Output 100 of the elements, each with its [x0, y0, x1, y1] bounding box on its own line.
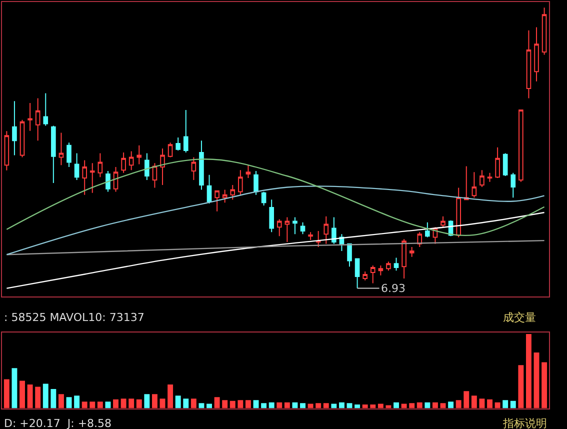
candlestick [402, 238, 406, 279]
bar [175, 396, 181, 408]
bar [90, 402, 96, 408]
candlestick [518, 110, 524, 182]
candlestick [222, 189, 228, 204]
bar [230, 400, 236, 408]
candlestick [136, 144, 142, 165]
candlestick [246, 164, 251, 178]
bar [464, 391, 470, 408]
candlestick [199, 140, 204, 190]
candlestick [183, 110, 188, 153]
bar [74, 396, 80, 408]
candlestick [238, 170, 243, 196]
candlestick [284, 216, 290, 242]
bar [284, 402, 290, 408]
candlestick [276, 218, 282, 237]
bar [152, 394, 158, 408]
candlestick [394, 257, 399, 272]
candlestick [12, 100, 17, 156]
candlestick [98, 152, 103, 178]
bar [409, 403, 415, 408]
candlestick [160, 148, 165, 186]
candlestick [176, 137, 180, 151]
candlestick [66, 142, 72, 168]
candlestick [502, 152, 508, 177]
candlestick [308, 232, 313, 241]
candlestick [347, 243, 352, 268]
text: 成交量 [503, 311, 536, 324]
candlestick [51, 125, 56, 184]
bar [542, 362, 548, 408]
bar [526, 334, 532, 408]
candlestick [324, 216, 329, 244]
bar [82, 402, 88, 408]
bar [50, 388, 56, 408]
candlestick [440, 216, 446, 228]
candlestick [472, 172, 477, 198]
candlestick [214, 190, 220, 212]
candlestick [128, 150, 134, 171]
bar [42, 384, 48, 408]
bar [292, 402, 298, 408]
bar [128, 398, 134, 408]
candlestick [254, 170, 258, 196]
candlestick [487, 172, 492, 182]
candlestick [82, 160, 87, 196]
bar [494, 402, 500, 408]
bar [183, 398, 189, 408]
candlestick [378, 265, 384, 276]
bar [308, 404, 314, 408]
bar [518, 365, 524, 408]
candlestick [534, 26, 539, 82]
bar [120, 398, 126, 408]
candlestick [261, 191, 266, 206]
bar [534, 352, 540, 408]
bar [261, 403, 267, 408]
candlestick [74, 152, 80, 180]
bar [245, 400, 251, 408]
text: 指标说明 [502, 417, 547, 429]
bar [4, 379, 10, 408]
bar [456, 400, 462, 408]
candlestick [495, 146, 500, 178]
bar [502, 400, 508, 408]
candlestick [316, 230, 321, 248]
candlestick [191, 156, 196, 180]
candlestick [121, 152, 126, 174]
bar [276, 402, 282, 408]
candlestick [542, 7, 547, 56]
candlestick [28, 102, 32, 132]
candlestick [168, 142, 173, 158]
candlestick [106, 170, 110, 192]
candlestick [269, 199, 274, 233]
bar [338, 402, 344, 408]
bar [424, 402, 430, 408]
candlestick [4, 130, 10, 171]
candlestick [113, 166, 118, 192]
candlestick [292, 216, 298, 235]
bar [198, 403, 204, 408]
bar [144, 394, 150, 408]
candlestick [152, 162, 158, 188]
bar [253, 400, 259, 408]
annotation: 6.93 [381, 282, 406, 295]
candlestick [362, 270, 368, 281]
candlestick [425, 222, 430, 238]
bar [35, 386, 41, 408]
candlestick [480, 170, 484, 188]
candlestick [43, 92, 48, 126]
bar [12, 368, 18, 408]
bar [58, 394, 64, 408]
candlestick [230, 184, 236, 200]
candlestick [90, 162, 95, 194]
bar [97, 402, 103, 408]
candlestick [35, 98, 40, 142]
bar [136, 399, 142, 408]
bar [394, 402, 399, 408]
candlestick [20, 119, 25, 158]
bar [323, 403, 329, 408]
candlestick [332, 216, 336, 244]
bar [401, 404, 407, 408]
bar [370, 404, 376, 408]
candlestick [354, 258, 360, 289]
candlestick [526, 30, 532, 99]
